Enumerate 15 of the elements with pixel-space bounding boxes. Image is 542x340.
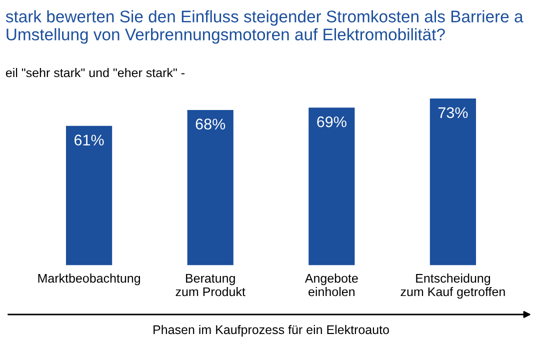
x-axis-title: Phasen im Kaufprozess für ein Elektroauto: [154, 324, 389, 337]
x-tick-label: Marktbeobachtung: [38, 274, 140, 286]
bar: [308, 108, 355, 266]
data-label: 68%: [196, 118, 226, 130]
data-label: 69%: [317, 116, 346, 128]
data-label: 61%: [74, 134, 104, 146]
chart-subtitle: eil "sehr stark" und "eher stark" -: [6, 68, 184, 78]
x-tick-label: Angebote einholen: [304, 274, 358, 296]
data-label: 73%: [438, 107, 468, 118]
bar: [430, 98, 476, 266]
chart-title: stark bewerten Sie den Einfluss steigender Stromkosten als Barriere a Umstellung von Verbrennungsmotoren auf Elektromobilität?: [6, 10, 524, 44]
x-tick-label: Beratung zum Produkt: [176, 274, 246, 296]
bar: [66, 126, 112, 266]
bar: [187, 110, 234, 266]
x-tick-label: Entscheidung zum Kauf getroffen: [400, 274, 505, 299]
